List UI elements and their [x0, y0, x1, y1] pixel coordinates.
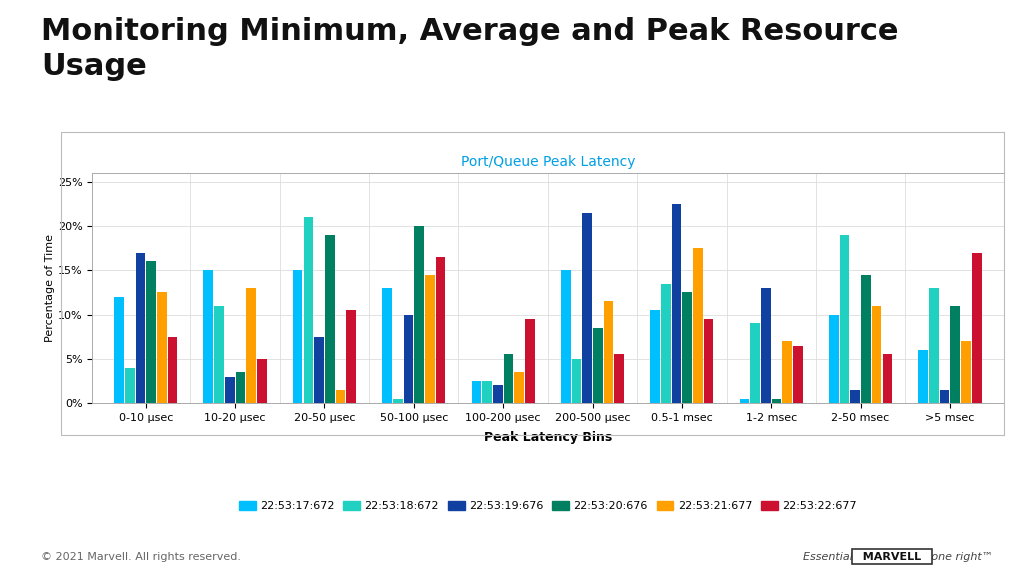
Bar [225, 377, 234, 403]
Bar [604, 301, 613, 403]
Bar [257, 359, 266, 403]
Legend: 22:53:17:672, 22:53:18:672, 22:53:19:676, 22:53:20:676, 22:53:21:677, 22:53:22:6: 22:53:17:672, 22:53:18:672, 22:53:19:676… [234, 497, 861, 516]
Bar [693, 248, 702, 403]
Bar [761, 288, 771, 403]
Bar [514, 372, 524, 403]
Bar [614, 354, 625, 403]
Bar [583, 213, 592, 403]
Bar [561, 270, 570, 403]
Bar [739, 399, 750, 403]
Bar [850, 390, 860, 403]
Bar [415, 226, 424, 403]
Bar [751, 324, 760, 403]
Title: Port/Queue Peak Latency: Port/Queue Peak Latency [461, 155, 635, 169]
Bar [125, 367, 134, 403]
Bar [236, 372, 246, 403]
Bar [929, 288, 939, 403]
Text: Port 25 - Queue 0: Port 25 - Queue 0 [0, 239, 1, 337]
Bar [135, 252, 145, 403]
Bar [940, 390, 949, 403]
Text: Essential technology, done right™: Essential technology, done right™ [804, 552, 993, 562]
Bar [660, 283, 671, 403]
Text: Monitoring Minimum, Average and Peak Resource
Usage: Monitoring Minimum, Average and Peak Res… [41, 17, 898, 81]
Bar [672, 204, 681, 403]
Bar [782, 341, 793, 403]
Bar [883, 354, 892, 403]
Bar [493, 385, 503, 403]
Bar [293, 270, 302, 403]
Bar [525, 319, 535, 403]
Bar [772, 399, 781, 403]
Bar [840, 235, 849, 403]
Bar [146, 262, 156, 403]
Bar [247, 288, 256, 403]
Bar [794, 346, 803, 403]
Bar [157, 293, 167, 403]
Bar [861, 275, 870, 403]
Bar [436, 257, 445, 403]
Bar [393, 399, 402, 403]
Bar [425, 275, 435, 403]
Bar [336, 390, 345, 403]
Bar [403, 314, 414, 403]
Bar [871, 306, 882, 403]
Bar [382, 288, 392, 403]
Bar [571, 359, 582, 403]
Y-axis label: Percentage of Time: Percentage of Time [45, 234, 55, 342]
Bar [346, 310, 356, 403]
Bar [593, 328, 603, 403]
Bar [829, 314, 839, 403]
Bar [168, 337, 177, 403]
Bar [703, 319, 714, 403]
Bar [962, 341, 971, 403]
Bar [682, 293, 692, 403]
Bar [314, 337, 324, 403]
Bar [114, 297, 124, 403]
Text: MARVELL: MARVELL [855, 552, 929, 562]
Text: © 2021 Marvell. All rights reserved.: © 2021 Marvell. All rights reserved. [41, 552, 241, 562]
X-axis label: Peak Latency Bins: Peak Latency Bins [483, 431, 612, 444]
Bar [919, 350, 928, 403]
Bar [650, 310, 659, 403]
Bar [214, 306, 224, 403]
Bar [204, 270, 213, 403]
Bar [972, 252, 982, 403]
Bar [303, 217, 313, 403]
Bar [950, 306, 961, 403]
Bar [325, 235, 335, 403]
Bar [482, 381, 492, 403]
Bar [471, 381, 481, 403]
Bar [504, 354, 513, 403]
